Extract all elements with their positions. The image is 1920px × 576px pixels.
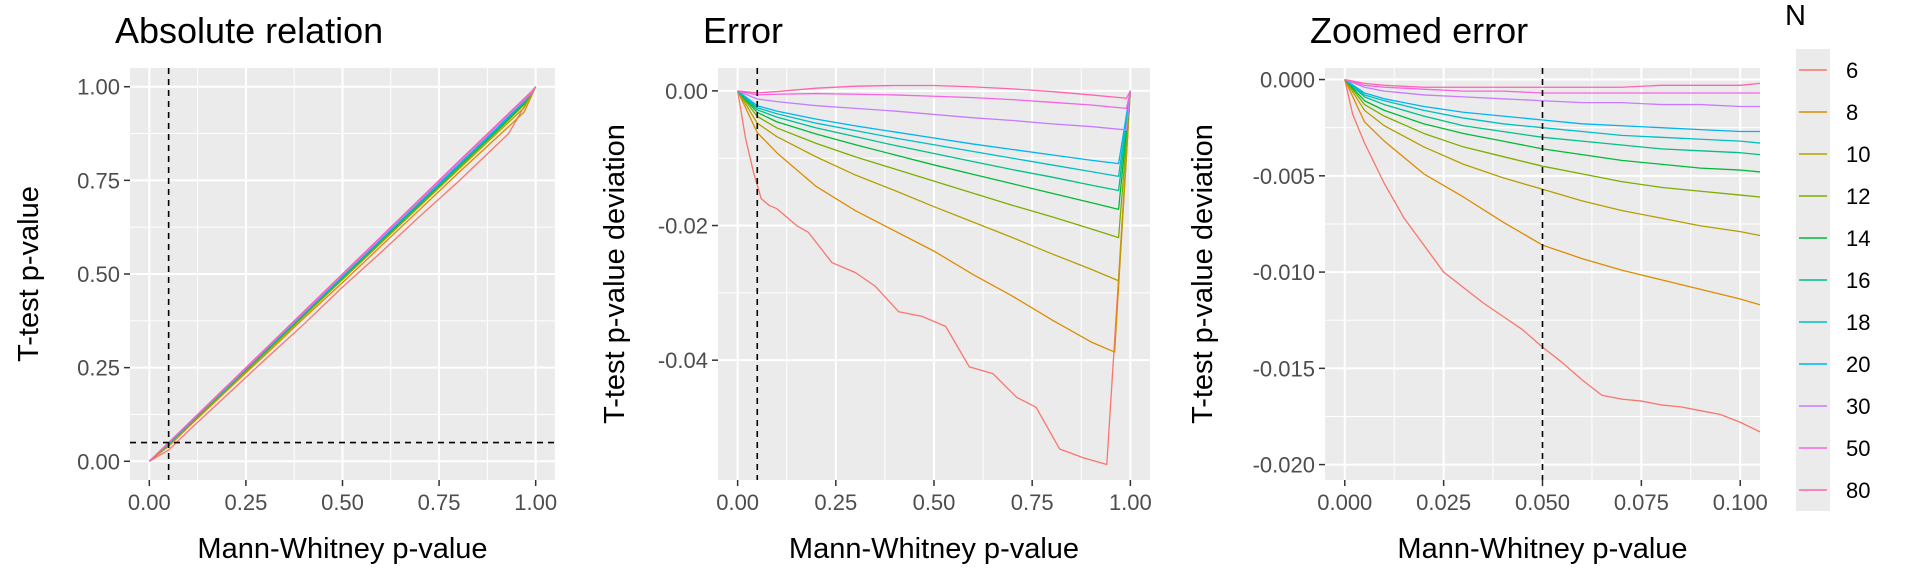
x-tick-label: 0.025 xyxy=(1416,490,1471,515)
panel-3: 0.000 0.025 0.050 0.075 0.100 0.000 -0.005 -0.0… xyxy=(1187,10,1768,565)
panel-2: 0.00 0.25 0.50 0.75 1.00 0.00 -0.02 -0.04 Error M… xyxy=(599,10,1152,565)
x-tick-label: 1.00 xyxy=(1109,490,1152,515)
series-line-n80 xyxy=(148,86,537,462)
legend-label: 12 xyxy=(1846,184,1870,209)
series-line-n12 xyxy=(737,90,1132,239)
x-axis-title: Mann-Whitney p-value xyxy=(197,533,487,565)
legend-item-n80: 80 xyxy=(1796,469,1870,511)
series-line-n8 xyxy=(148,86,537,462)
y-tick-label: -0.005 xyxy=(1253,164,1315,189)
legend-item-n6: 6 xyxy=(1796,49,1858,91)
series-line-n30 xyxy=(1344,78,1760,108)
series-line-n8 xyxy=(737,90,1132,353)
y-axis-title: T-test p-value xyxy=(13,186,45,362)
series-line-n14 xyxy=(737,90,1132,211)
series-lines xyxy=(736,84,1132,466)
x-tick-label: 0.00 xyxy=(128,490,171,515)
series-line-n18 xyxy=(737,90,1132,178)
series-lines xyxy=(148,86,537,462)
legend: N 6 8 10 12 14 16 18 20 30 50 80 xyxy=(1785,0,1870,511)
y-tick-label: 0.00 xyxy=(77,449,120,474)
x-tick-label: 1.00 xyxy=(514,490,557,515)
legend-item-n50: 50 xyxy=(1796,427,1870,469)
x-tick-label: 0.075 xyxy=(1614,490,1669,515)
legend-item-n12: 12 xyxy=(1796,175,1870,217)
legend-item-n30: 30 xyxy=(1796,385,1870,427)
series-line-n16 xyxy=(737,90,1132,192)
y-tick-label: -0.015 xyxy=(1253,356,1315,381)
legend-label: 6 xyxy=(1846,58,1858,83)
y-tick-label: -0.04 xyxy=(658,348,708,373)
y-tick-label: -0.02 xyxy=(658,214,708,239)
panel-title: Error xyxy=(703,10,783,51)
x-axis-title: Mann-Whitney p-value xyxy=(1397,533,1687,565)
y-axis-title: T-test p-value deviation xyxy=(1187,124,1219,424)
series-line-n10 xyxy=(737,90,1132,282)
series-line-n30 xyxy=(737,90,1132,131)
series-line-n20 xyxy=(1344,79,1760,133)
y-tick-label: 0.00 xyxy=(665,79,708,104)
legend-label: 14 xyxy=(1846,226,1870,251)
legend-item-n10: 10 xyxy=(1796,133,1870,175)
y-tick-label: 1.00 xyxy=(77,75,120,100)
y-tick-label: -0.010 xyxy=(1253,260,1315,285)
y-tick-label: 0.75 xyxy=(77,168,120,193)
legend-item-n18: 18 xyxy=(1796,301,1870,343)
panel-title: Zoomed error xyxy=(1310,10,1528,51)
x-tick-label: 0.000 xyxy=(1317,490,1372,515)
panel-1: 0.00 0.25 0.50 0.75 1.00 0.00 0.25 0.50 0.75 1.00… xyxy=(13,10,557,565)
legend-label: 10 xyxy=(1846,142,1870,167)
legend-label: 20 xyxy=(1846,352,1870,377)
series-line-n50 xyxy=(737,90,1131,110)
legend-item-n20: 20 xyxy=(1796,343,1870,385)
x-tick-label: 0.00 xyxy=(716,490,759,515)
series-line-n12 xyxy=(1344,79,1760,198)
series-line-n6 xyxy=(148,86,537,462)
x-axis-title: Mann-Whitney p-value xyxy=(789,533,1079,565)
legend-label: 50 xyxy=(1846,436,1870,461)
x-tick-label: 0.25 xyxy=(224,490,267,515)
legend-label: 16 xyxy=(1846,268,1870,293)
x-tick-label: 0.50 xyxy=(913,490,956,515)
series-line-n20 xyxy=(737,90,1132,165)
legend-item-n16: 16 xyxy=(1796,259,1870,301)
legend-title: N xyxy=(1785,0,1806,32)
y-tick-label: -0.020 xyxy=(1253,453,1315,478)
legend-label: 18 xyxy=(1846,310,1870,335)
series-line-n80 xyxy=(1344,78,1760,88)
y-tick-label: 0.50 xyxy=(77,262,120,287)
legend-label: 30 xyxy=(1846,394,1870,419)
x-tick-label: 0.75 xyxy=(418,490,461,515)
x-tick-label: 0.25 xyxy=(814,490,857,515)
y-axis-title: T-test p-value deviation xyxy=(599,124,631,424)
series-line-n80 xyxy=(737,84,1131,99)
legend-label: 80 xyxy=(1846,478,1870,503)
series-line-n6 xyxy=(736,90,1132,466)
x-tick-label: 0.50 xyxy=(321,490,364,515)
panel-title: Absolute relation xyxy=(115,10,383,51)
legend-item-n8: 8 xyxy=(1796,91,1858,133)
legend-label: 8 xyxy=(1846,100,1858,125)
x-tick-label: 0.050 xyxy=(1515,490,1570,515)
x-tick-label: 0.75 xyxy=(1011,490,1054,515)
y-tick-label: 0.25 xyxy=(77,356,120,381)
x-tick-label: 0.100 xyxy=(1713,490,1768,515)
legend-item-n14: 14 xyxy=(1796,217,1870,259)
y-tick-label: 0.000 xyxy=(1260,68,1315,93)
